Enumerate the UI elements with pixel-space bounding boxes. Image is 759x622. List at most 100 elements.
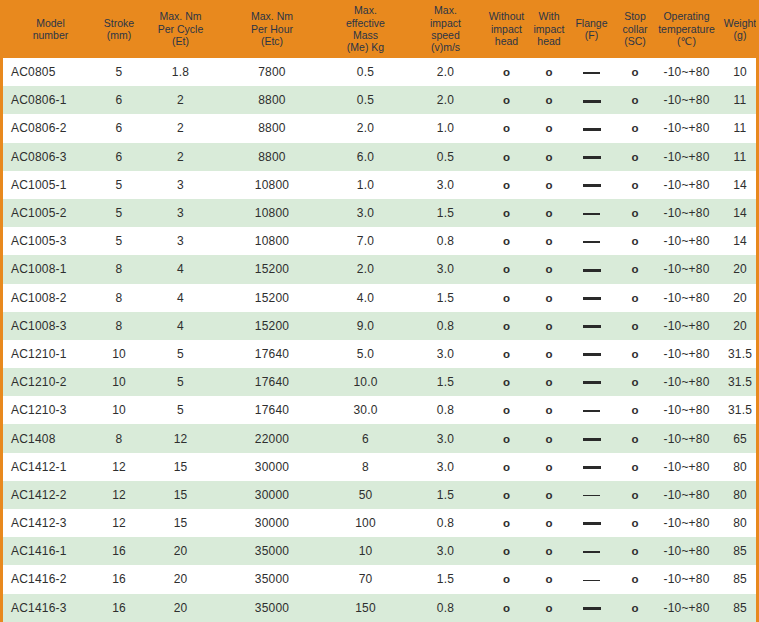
cell-stroke_mm: 12 xyxy=(98,453,140,481)
cell-et: 3 xyxy=(140,227,221,255)
cell-flange_f xyxy=(568,396,615,424)
cell-etc: 10800 xyxy=(221,171,323,199)
cell-weight_g: 10 xyxy=(718,58,759,86)
cell-stop_collar: o xyxy=(615,86,655,114)
cell-stroke_mm: 8 xyxy=(98,255,140,283)
cell-flange_f xyxy=(568,284,615,312)
cell-with_head: o xyxy=(530,594,568,622)
column-header-etc: Max. Nm Per Hour (Etc) xyxy=(221,0,323,58)
cell-op_temp: -10~+80 xyxy=(655,114,718,142)
cell-op_temp: -10~+80 xyxy=(655,509,718,537)
cell-v_ms: 0.5 xyxy=(408,143,483,171)
cell-stop_collar: o xyxy=(615,199,655,227)
cell-flange_f xyxy=(568,424,615,452)
table-row: AC1005-353108007.00.8ooo-10~+8014 xyxy=(3,227,759,255)
cell-with_head: o xyxy=(530,537,568,565)
cell-stroke_mm: 10 xyxy=(98,340,140,368)
cell-stop_collar: o xyxy=(615,396,655,424)
cell-et: 4 xyxy=(140,284,221,312)
cell-stroke_mm: 6 xyxy=(98,86,140,114)
cell-with_head: o xyxy=(530,481,568,509)
cell-v_ms: 0.8 xyxy=(408,594,483,622)
cell-et: 2 xyxy=(140,143,221,171)
cell-etc: 30000 xyxy=(221,509,323,537)
cell-me_kg: 30.0 xyxy=(323,396,408,424)
table-row: AC1416-1162035000103.0ooo-10~+8085 xyxy=(3,537,759,565)
cell-stroke_mm: 5 xyxy=(98,199,140,227)
cell-weight_g: 20 xyxy=(718,284,759,312)
cell-v_ms: 0.8 xyxy=(408,312,483,340)
cell-flange_f xyxy=(568,255,615,283)
cell-me_kg: 50 xyxy=(323,481,408,509)
cell-etc: 35000 xyxy=(221,565,323,593)
cell-model: AC0806-3 xyxy=(3,143,98,171)
cell-weight_g: 11 xyxy=(718,114,759,142)
cell-et: 4 xyxy=(140,312,221,340)
cell-me_kg: 150 xyxy=(323,594,408,622)
cell-weight_g: 65 xyxy=(718,424,759,452)
cell-weight_g: 14 xyxy=(718,171,759,199)
cell-etc: 10800 xyxy=(221,227,323,255)
cell-stroke_mm: 16 xyxy=(98,565,140,593)
cell-etc: 17640 xyxy=(221,396,323,424)
cell-et: 15 xyxy=(140,509,221,537)
cell-op_temp: -10~+80 xyxy=(655,227,718,255)
cell-weight_g: 80 xyxy=(718,509,759,537)
cell-with_head: o xyxy=(530,340,568,368)
cell-etc: 22000 xyxy=(221,424,323,452)
cell-et: 1.8 xyxy=(140,58,221,86)
cell-without_head: o xyxy=(483,481,530,509)
cell-v_ms: 1.5 xyxy=(408,368,483,396)
cell-without_head: o xyxy=(483,396,530,424)
cell-et: 5 xyxy=(140,368,221,396)
dash-thick-icon xyxy=(583,607,601,610)
table-row: AC1412-112153000083.0ooo-10~+8080 xyxy=(3,453,759,481)
cell-without_head: o xyxy=(483,199,530,227)
dash-thick-icon xyxy=(583,325,601,328)
column-header-v_ms: Max. impact speed (v)m/s xyxy=(408,0,483,58)
cell-me_kg: 0.5 xyxy=(323,86,408,114)
cell-stop_collar: o xyxy=(615,424,655,452)
cell-with_head: o xyxy=(530,565,568,593)
cell-stroke_mm: 12 xyxy=(98,481,140,509)
cell-stop_collar: o xyxy=(615,509,655,537)
cell-me_kg: 10.0 xyxy=(323,368,408,396)
spec-table-body: AC080551.878000.52.0ooo-10~+8010AC0806-1… xyxy=(3,58,759,622)
cell-without_head: o xyxy=(483,453,530,481)
cell-op_temp: -10~+80 xyxy=(655,340,718,368)
cell-et: 3 xyxy=(140,199,221,227)
cell-me_kg: 7.0 xyxy=(323,227,408,255)
cell-et: 5 xyxy=(140,340,221,368)
cell-et: 20 xyxy=(140,565,221,593)
dash-thin-icon xyxy=(583,241,600,243)
cell-with_head: o xyxy=(530,171,568,199)
cell-etc: 8800 xyxy=(221,86,323,114)
table-row: AC1008-384152009.00.8ooo-10~+8020 xyxy=(3,312,759,340)
cell-v_ms: 3.0 xyxy=(408,453,483,481)
cell-without_head: o xyxy=(483,114,530,142)
cell-flange_f xyxy=(568,368,615,396)
cell-et: 15 xyxy=(140,453,221,481)
cell-flange_f xyxy=(568,481,615,509)
cell-me_kg: 2.0 xyxy=(323,255,408,283)
cell-with_head: o xyxy=(530,58,568,86)
cell-etc: 10800 xyxy=(221,199,323,227)
cell-stroke_mm: 5 xyxy=(98,58,140,86)
cell-model: AC1416-3 xyxy=(3,594,98,622)
cell-stroke_mm: 16 xyxy=(98,594,140,622)
cell-et: 5 xyxy=(140,396,221,424)
cell-stroke_mm: 6 xyxy=(98,143,140,171)
table-row: AC1008-284152004.01.5ooo-10~+8020 xyxy=(3,284,759,312)
cell-v_ms: 3.0 xyxy=(408,255,483,283)
table-row: AC1210-31051764030.00.8ooo-10~+8031.5 xyxy=(3,396,759,424)
cell-me_kg: 5.0 xyxy=(323,340,408,368)
cell-without_head: o xyxy=(483,594,530,622)
cell-stroke_mm: 8 xyxy=(98,312,140,340)
cell-stroke_mm: 10 xyxy=(98,368,140,396)
cell-op_temp: -10~+80 xyxy=(655,312,718,340)
cell-et: 20 xyxy=(140,594,221,622)
cell-flange_f xyxy=(568,312,615,340)
cell-stop_collar: o xyxy=(615,565,655,593)
dash-thick-icon xyxy=(583,297,601,300)
cell-stop_collar: o xyxy=(615,255,655,283)
